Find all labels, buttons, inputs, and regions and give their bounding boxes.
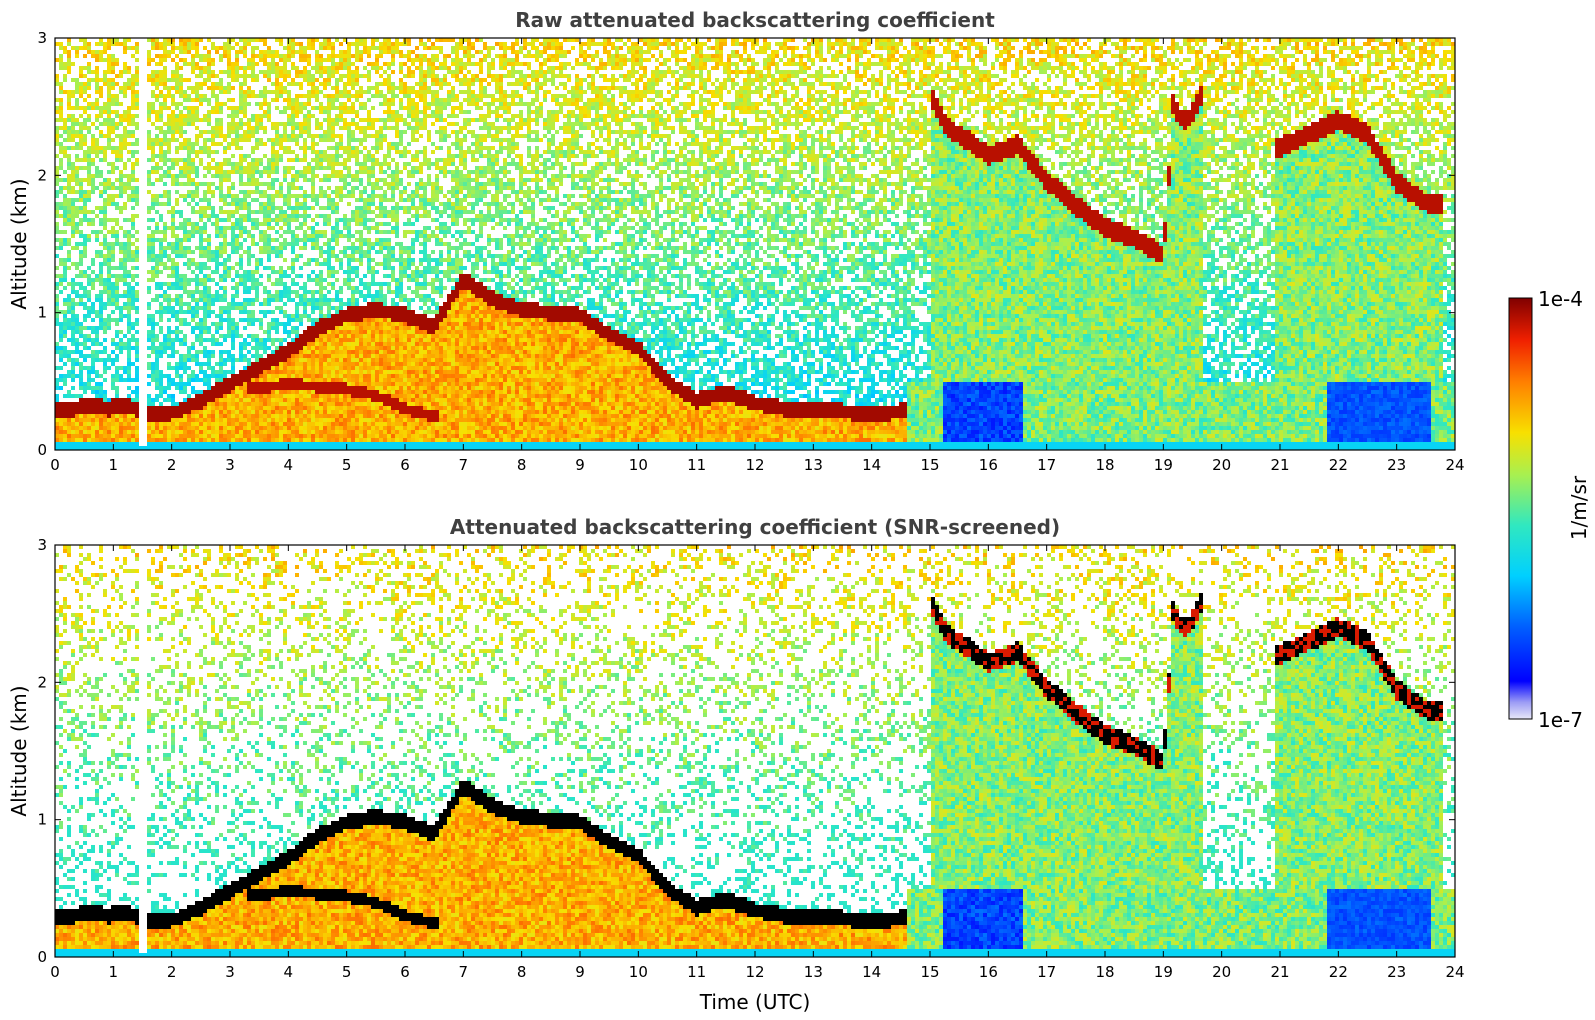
y-axis-label: Altitude (km) [7, 685, 31, 816]
x-tick-label: 13 [804, 963, 823, 981]
x-tick-label: 17 [1037, 456, 1056, 474]
x-tick-label: 23 [1387, 963, 1406, 981]
x-tick-label: 20 [1212, 963, 1231, 981]
y-tick-label: 1 [37, 304, 47, 322]
x-tick-label: 22 [1329, 456, 1348, 474]
colorbar-max-label: 1e-4 [1538, 287, 1583, 311]
x-tick-label: 21 [1270, 963, 1289, 981]
x-tick-label: 21 [1270, 456, 1289, 474]
y-tick-label: 0 [37, 948, 47, 966]
x-tick-label: 2 [167, 963, 177, 981]
panel-title: Attenuated backscattering coefficient (S… [450, 515, 1060, 539]
x-tick-label: 16 [979, 963, 998, 981]
x-tick-label: 9 [575, 456, 585, 474]
x-tick-label: 18 [1095, 963, 1114, 981]
x-axis-label: Time (UTC) [699, 990, 811, 1014]
x-tick-label: 20 [1212, 456, 1231, 474]
x-tick-label: 11 [687, 963, 706, 981]
x-tick-label: 4 [284, 963, 294, 981]
x-tick-label: 8 [517, 456, 527, 474]
x-tick-label: 6 [400, 963, 410, 981]
x-tick-label: 17 [1037, 963, 1056, 981]
x-tick-label: 0 [50, 963, 60, 981]
panel-title: Raw attenuated backscattering coefficien… [515, 8, 995, 32]
y-tick-label: 2 [37, 166, 47, 184]
x-tick-label: 7 [459, 456, 469, 474]
colorbar-gradient [1509, 298, 1532, 719]
x-tick-label: 11 [687, 456, 706, 474]
x-tick-label: 5 [342, 963, 352, 981]
x-tick-label: 12 [745, 963, 764, 981]
x-tick-label: 15 [920, 963, 939, 981]
x-tick-label: 19 [1154, 456, 1173, 474]
y-tick-label: 3 [37, 29, 47, 47]
y-tick-label: 0 [37, 441, 47, 459]
x-tick-label: 7 [459, 963, 469, 981]
x-tick-label: 9 [575, 963, 585, 981]
x-tick-label: 10 [629, 456, 648, 474]
x-tick-label: 14 [862, 963, 881, 981]
y-axis-label: Altitude (km) [7, 178, 31, 309]
x-tick-label: 3 [225, 963, 235, 981]
x-tick-label: 22 [1329, 963, 1348, 981]
x-tick-label: 1 [109, 963, 119, 981]
x-tick-label: 16 [979, 456, 998, 474]
x-tick-label: 3 [225, 456, 235, 474]
x-tick-label: 6 [400, 456, 410, 474]
colorbar-min-label: 1e-7 [1538, 708, 1583, 732]
y-tick-label: 3 [37, 536, 47, 554]
colorbar-unit-label: 1/m/sr [1567, 475, 1591, 540]
x-tick-label: 15 [920, 456, 939, 474]
x-tick-label: 10 [629, 963, 648, 981]
x-tick-label: 13 [804, 456, 823, 474]
y-tick-label: 1 [37, 811, 47, 829]
x-tick-label: 2 [167, 456, 177, 474]
raw-backscatter-panel: 0 1 2 3 4 5 6 7 8 9 10 11 12 13 14 15 16 17 18 19 20 21 22 23 24… [7, 8, 1465, 474]
figure: 0 1 2 3 4 5 6 7 8 9 10 11 12 13 14 15 16 17 18 19 20 21 22 23 24… [0, 0, 1595, 1020]
x-tick-label: 12 [745, 456, 764, 474]
x-tick-label: 8 [517, 963, 527, 981]
x-tick-label: 14 [862, 456, 881, 474]
x-tick-label: 19 [1154, 963, 1173, 981]
x-tick-label: 4 [284, 456, 294, 474]
x-tick-label: 1 [109, 456, 119, 474]
x-tick-label: 24 [1445, 456, 1464, 474]
x-tick-label: 18 [1095, 456, 1114, 474]
colorbar: 1e-4 1e-7 1/m/sr [1509, 287, 1591, 732]
x-tick-label: 0 [50, 456, 60, 474]
y-tick-label: 2 [37, 673, 47, 691]
x-tick-label: 23 [1387, 456, 1406, 474]
snr-screened-panel: 0 1 2 3 4 5 6 7 8 9 10 11 12 13 14 15 16 17 18 19 20 21 22 23 24… [7, 515, 1465, 1014]
x-tick-label: 5 [342, 456, 352, 474]
x-tick-label: 24 [1445, 963, 1464, 981]
